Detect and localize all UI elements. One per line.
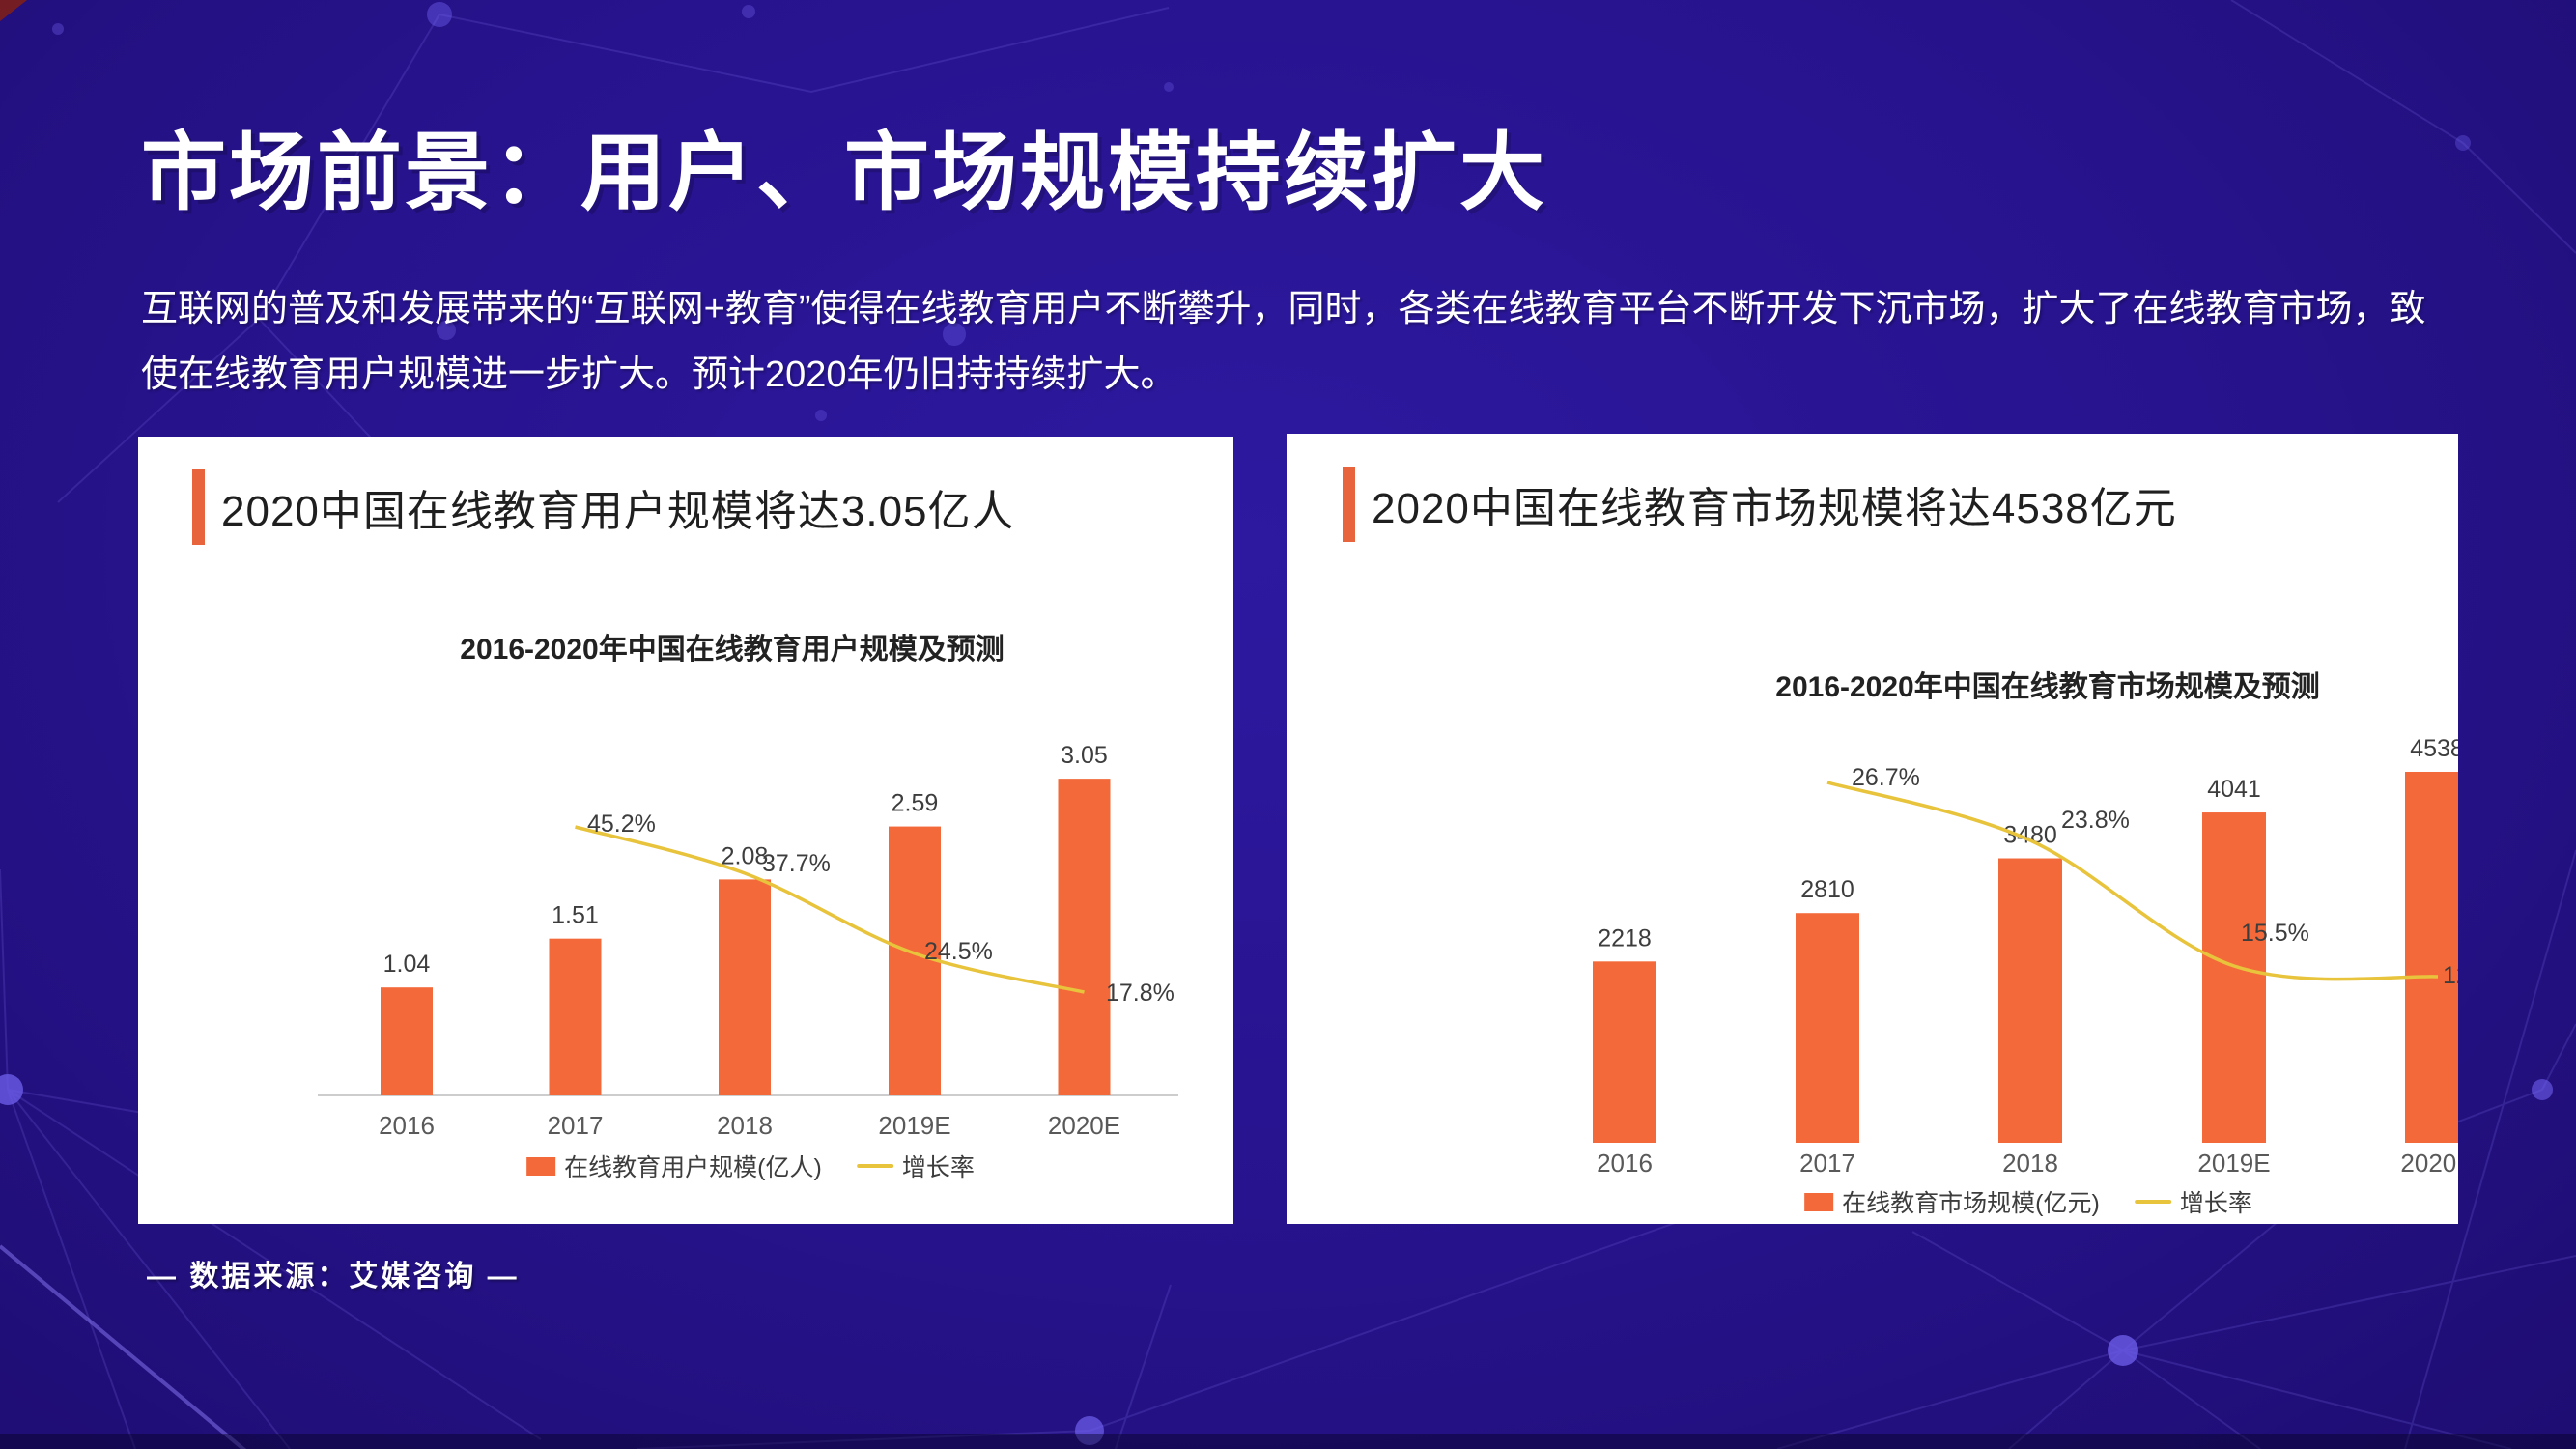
svg-text:2020E: 2020E [2400,1149,2458,1178]
svg-text:26.7%: 26.7% [1852,764,1920,791]
svg-text:2020E: 2020E [1048,1111,1120,1140]
svg-text:2.59: 2.59 [892,790,939,817]
card-header: 2020中国在线教育市场规模将达4538亿元 [1287,467,2177,542]
accent-bar [192,469,205,545]
svg-text:15.5%: 15.5% [2241,920,2309,947]
svg-text:2016: 2016 [379,1111,435,1140]
svg-text:17.8%: 17.8% [1106,980,1175,1007]
line-series-swatch [2134,1200,2171,1204]
svg-text:2017: 2017 [1799,1149,1855,1178]
svg-text:2.08: 2.08 [722,842,769,869]
bar-series-label: 在线教育市场规模(亿元) [1842,1190,2100,1217]
user-scale-chart: 2016-2020年中国在线教育用户规模及预测 1.04 1.51 2.08 2.59 3… [318,633,1178,1140]
svg-text:2018: 2018 [2002,1149,2058,1178]
bottom-vignette [0,1434,2576,1449]
svg-text:4041: 4041 [2207,776,2261,803]
svg-text:2019E: 2019E [2197,1149,2270,1178]
bar-series-label: 在线教育用户规模(亿人) [564,1154,822,1181]
svg-text:2018: 2018 [717,1111,773,1140]
svg-text:2218: 2218 [1598,924,1652,952]
svg-text:2016-2020年中国在线教育用户规模及预测: 2016-2020年中国在线教育用户规模及预测 [460,633,1004,666]
line-series-label: 增长率 [901,1154,975,1181]
market-scale-chart: 2016-2020年中国在线教育市场规模及预测 2218 2810 3480 4041 4… [1593,670,2458,1178]
corner-accent [0,0,27,21]
svg-text:1.51: 1.51 [552,902,599,929]
svg-text:2810: 2810 [1800,876,1854,903]
svg-text:2016-2020年中国在线教育市场规模及预测: 2016-2020年中国在线教育市场规模及预测 [1775,670,2319,703]
svg-text:2019E: 2019E [878,1111,950,1140]
line-series-label: 增长率 [2179,1190,2252,1217]
svg-text:24.5%: 24.5% [924,938,993,965]
svg-text:12: 12 [2443,962,2458,989]
card-header: 2020中国在线教育用户规模将达3.05亿人 [138,469,1015,545]
svg-text:2016: 2016 [1597,1149,1653,1178]
bar-series-swatch [1804,1192,1834,1211]
card-heading: 2020中国在线教育用户规模将达3.05亿人 [221,488,1015,535]
market-scale-card: 2020中国在线教育市场规模将达4538亿元 2016-2020年中国在线教育市… [1287,434,2458,1224]
user-scale-card: 2020中国在线教育用户规模将达3.05亿人 2016-2020年中国在线教育用… [138,437,1233,1224]
svg-text:3480: 3480 [2003,822,2057,849]
accent-bar [1343,467,1355,542]
card-heading: 2020中国在线教育市场规模将达4538亿元 [1372,485,2177,532]
svg-text:1.04: 1.04 [383,951,431,978]
svg-text:2017: 2017 [548,1111,604,1140]
svg-text:23.8%: 23.8% [2061,807,2130,834]
svg-text:3.05: 3.05 [1061,742,1108,769]
page-title: 市场前景：用户、市场规模持续扩大 [141,125,1548,220]
line-series-swatch [856,1164,893,1168]
intro-text: 互联网的普及和发展带来的“互联网+教育”使得在线教育用户不断攀升，同时，各类在线… [141,289,2426,395]
data-source: — 数据来源：艾媒咨询 — [147,1261,520,1293]
bar-series-swatch [526,1156,556,1176]
svg-text:37.7%: 37.7% [762,850,831,877]
chart-legend: 在线教育市场规模(亿元) 增长率 [1804,1184,2252,1219]
chart-legend: 在线教育用户规模(亿人) 增长率 [526,1149,975,1183]
svg-text:4538: 4538 [2410,735,2458,762]
svg-text:45.2%: 45.2% [587,810,656,838]
